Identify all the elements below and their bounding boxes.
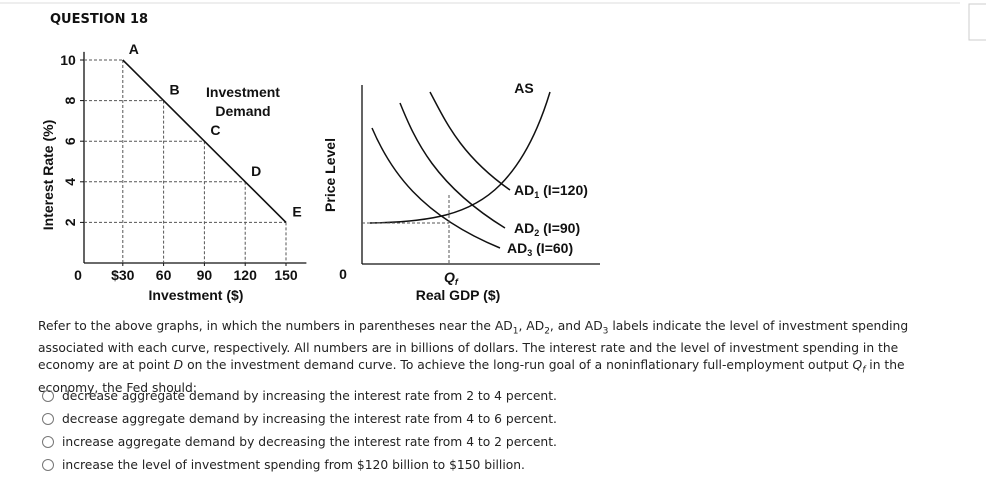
y-tick-label: 2: [62, 218, 78, 226]
x-tick-label: 0: [74, 267, 82, 283]
as-label: AS: [514, 80, 533, 96]
x-axis-title: Real GDP ($): [416, 287, 501, 303]
x-tick-label: 90: [197, 267, 213, 283]
prompt-text: 2: [544, 326, 550, 337]
prompt-text: , and AD: [549, 319, 603, 333]
option[interactable]: increase aggregate demand by decreasing …: [42, 435, 557, 449]
point-label: B: [170, 82, 180, 98]
qf-sub: f: [455, 277, 459, 287]
radio-button[interactable]: [42, 390, 54, 402]
y-tick-label: 10: [60, 52, 76, 68]
prompt-text: 3: [602, 326, 609, 337]
ad-sub: 2: [534, 228, 539, 238]
investment-demand-curve: [122, 59, 287, 223]
radio-button[interactable]: [42, 459, 54, 471]
origin-label: 0: [339, 266, 347, 282]
prompt-text: on the investment demand curve. To achie…: [183, 358, 853, 373]
side-widget[interactable]: [968, 3, 986, 41]
ad-label: AD3 (I=60): [507, 240, 573, 258]
radio-button[interactable]: [42, 413, 54, 425]
prompt-text: economy, the Fed should:: [38, 380, 197, 395]
prompt-text: Q: [852, 358, 863, 373]
prompt-text: economy are at point: [38, 358, 174, 373]
prompt-text: labels indicate the level of investment …: [608, 319, 909, 333]
qf-label: Qf: [444, 269, 459, 287]
ad-rest: (I=90): [539, 220, 580, 236]
x-tick-label: 150: [274, 267, 298, 283]
option-text: increase aggregate demand by decreasing …: [62, 435, 557, 449]
ad-curve: [429, 91, 511, 191]
question-prompt: Refer to the above graphs, in which the …: [38, 318, 908, 397]
prompt-text: in the: [865, 358, 905, 373]
prompt-text: D: [173, 358, 184, 373]
x-axis-title: Investment ($): [149, 287, 244, 303]
ad-curve: [399, 102, 506, 229]
prompt-line: economy, the Fed should:: [38, 380, 908, 397]
as-curve: [369, 91, 551, 224]
ad-rest: (I=120): [539, 182, 588, 198]
y-tick-label: 6: [62, 137, 78, 145]
option-text: decrease aggregate demand by increasing …: [62, 412, 557, 426]
ad-rest: (I=60): [532, 240, 573, 256]
prompt-text: Refer to the above graphs, in which the …: [38, 319, 513, 333]
x-tick-label: 120: [234, 267, 258, 283]
question-title: QUESTION 18: [50, 12, 148, 27]
option[interactable]: decrease aggregate demand by increasing …: [42, 412, 557, 426]
option-text: decrease aggregate demand by increasing …: [62, 389, 557, 403]
point-label: E: [292, 203, 301, 219]
radio-button[interactable]: [42, 436, 54, 448]
y-tick-label: 4: [62, 178, 78, 186]
option[interactable]: increase the level of investment spendin…: [42, 458, 525, 472]
qf-base: Q: [444, 269, 455, 285]
y-tick-label: 8: [62, 96, 78, 104]
option-text: increase the level of investment spendin…: [62, 458, 525, 472]
prompt-line: associated with each curve, respectively…: [38, 340, 908, 357]
x-tick-label: $30: [111, 267, 135, 283]
prompt-line: Refer to the above graphs, in which the …: [38, 318, 908, 340]
prompt-text: , AD: [518, 319, 545, 333]
ad-label: AD2 (I=90): [514, 220, 580, 238]
prompt-text: 1: [512, 326, 519, 337]
ad-sub: 3: [527, 248, 532, 258]
ad-curve: [371, 127, 501, 249]
option[interactable]: decrease aggregate demand by increasing …: [42, 389, 557, 403]
ad-sub: 1: [534, 190, 539, 200]
curve-label: Demand: [215, 103, 270, 119]
point-label: A: [129, 41, 139, 57]
graphs: QUESTION 18 Interest Rate (%) Investment…: [0, 2, 986, 303]
y-axis-title: Interest Rate (%): [40, 120, 56, 230]
x-tick-label: 60: [156, 267, 172, 283]
prompt-text: associated with each curve, respectively…: [38, 341, 899, 356]
ad-base: AD: [507, 240, 527, 256]
prompt-text: f: [862, 365, 866, 376]
ad-base: AD: [514, 220, 534, 236]
y-axis-title: Price Level: [322, 138, 338, 212]
ad-label: AD1 (I=120): [514, 182, 588, 200]
prompt-line: economy are at point D on the investment…: [38, 357, 908, 379]
ad-base: AD: [514, 182, 534, 198]
curve-label: Investment: [206, 84, 280, 100]
point-label: C: [210, 122, 220, 138]
point-label: D: [251, 163, 261, 179]
